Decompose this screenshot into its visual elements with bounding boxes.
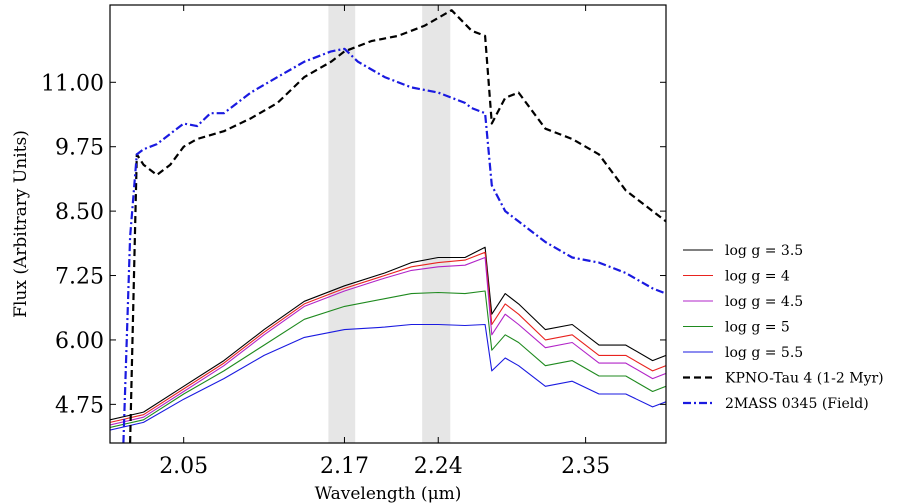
plot-frame	[109, 4, 667, 444]
shaded-bands	[328, 5, 451, 443]
y-tick-label: 4.75	[55, 393, 104, 418]
y-tick-label: 7.25	[55, 265, 104, 290]
x-axis-label: Wavelength (μm)	[315, 484, 462, 504]
legend-label-3: log g = 4.5	[725, 294, 803, 310]
series-line-2	[110, 251, 666, 423]
legend-label-6: KPNO-Tau 4 (1-2 Myr)	[725, 371, 884, 387]
y-axis: 4.75 6.00 7.25 8.50 9.75 11.00	[41, 71, 666, 418]
y-tick-label: 6.00	[55, 329, 104, 354]
x-tick-label: 2.05	[159, 454, 208, 479]
series-layer	[110, 9, 666, 443]
x-axis: 2.05 2.17 2.24 2.35	[159, 5, 610, 479]
legend: log g = 3.5 log g = 4 log g = 4.5 log g = 5…	[683, 243, 884, 412]
series-line-6	[129, 9, 666, 443]
legend-label-5: log g = 5.5	[725, 345, 803, 361]
legend-label-4: log g = 5	[725, 320, 790, 336]
series-line-3	[110, 256, 666, 426]
series-line-7	[122, 47, 666, 443]
y-tick-label: 9.75	[55, 136, 104, 161]
series-line-5	[110, 323, 666, 431]
x-tick-label: 2.24	[414, 454, 463, 479]
series-line-4	[110, 290, 666, 429]
series-line-1	[110, 246, 666, 421]
x-tick-label: 2.35	[561, 454, 610, 479]
shaded-band-2	[422, 5, 451, 443]
y-tick-label: 11.00	[41, 71, 104, 96]
legend-label-7: 2MASS 0345 (Field)	[725, 396, 869, 412]
legend-label-2: log g = 4	[725, 269, 790, 285]
y-axis-label: Flux (Arbitrary Units)	[11, 130, 31, 318]
y-tick-label: 8.50	[55, 200, 104, 225]
legend-label-1: log g = 3.5	[725, 243, 803, 259]
x-tick-label: 2.17	[320, 454, 369, 479]
shaded-band-1	[328, 5, 356, 443]
